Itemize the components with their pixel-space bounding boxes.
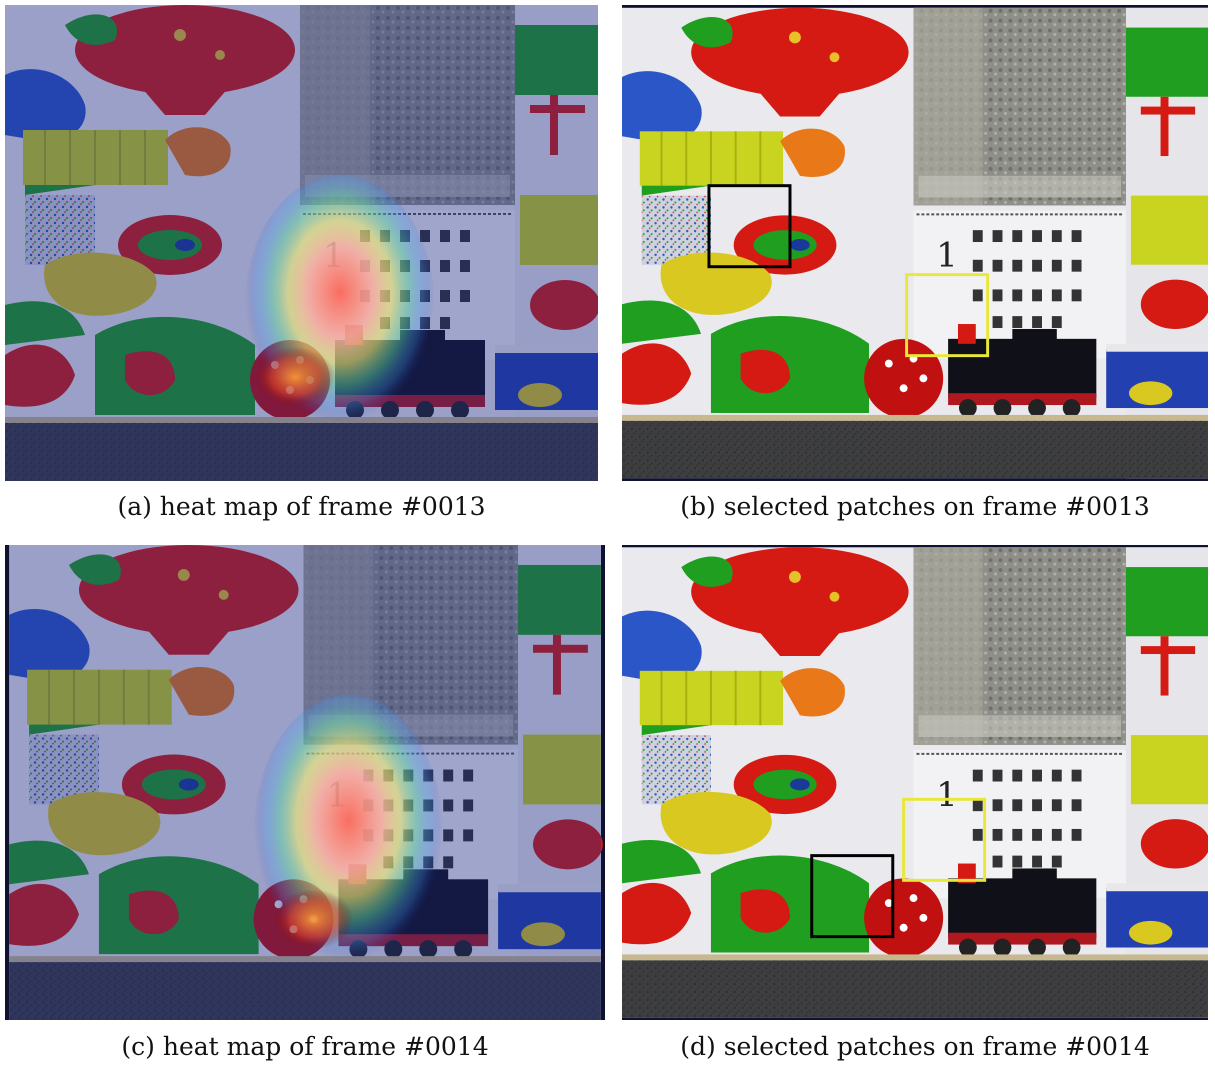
panel-d-patches [622, 545, 1208, 1020]
caption-a: (a) heat map of frame #0013 [117, 492, 486, 521]
scene-c [8, 545, 604, 1020]
scene-d [622, 546, 1208, 1019]
panel-b-patches [622, 5, 1208, 481]
heat-spot [245, 175, 435, 435]
caption-d: (d) selected patches on frame #0014 [680, 1032, 1150, 1061]
caption-b: (b) selected patches on frame #0013 [680, 492, 1150, 521]
scene-b [622, 6, 1208, 480]
patch-yellow [902, 797, 987, 882]
patch-black [810, 854, 895, 939]
scene-a [5, 5, 598, 481]
panel-a-heatmap [5, 5, 598, 481]
panel-c-heatmap [5, 545, 605, 1020]
heat-spot [253, 694, 444, 975]
patch-black [707, 184, 792, 269]
caption-c: (c) heat map of frame #0014 [121, 1032, 489, 1061]
patch-yellow [905, 273, 990, 358]
